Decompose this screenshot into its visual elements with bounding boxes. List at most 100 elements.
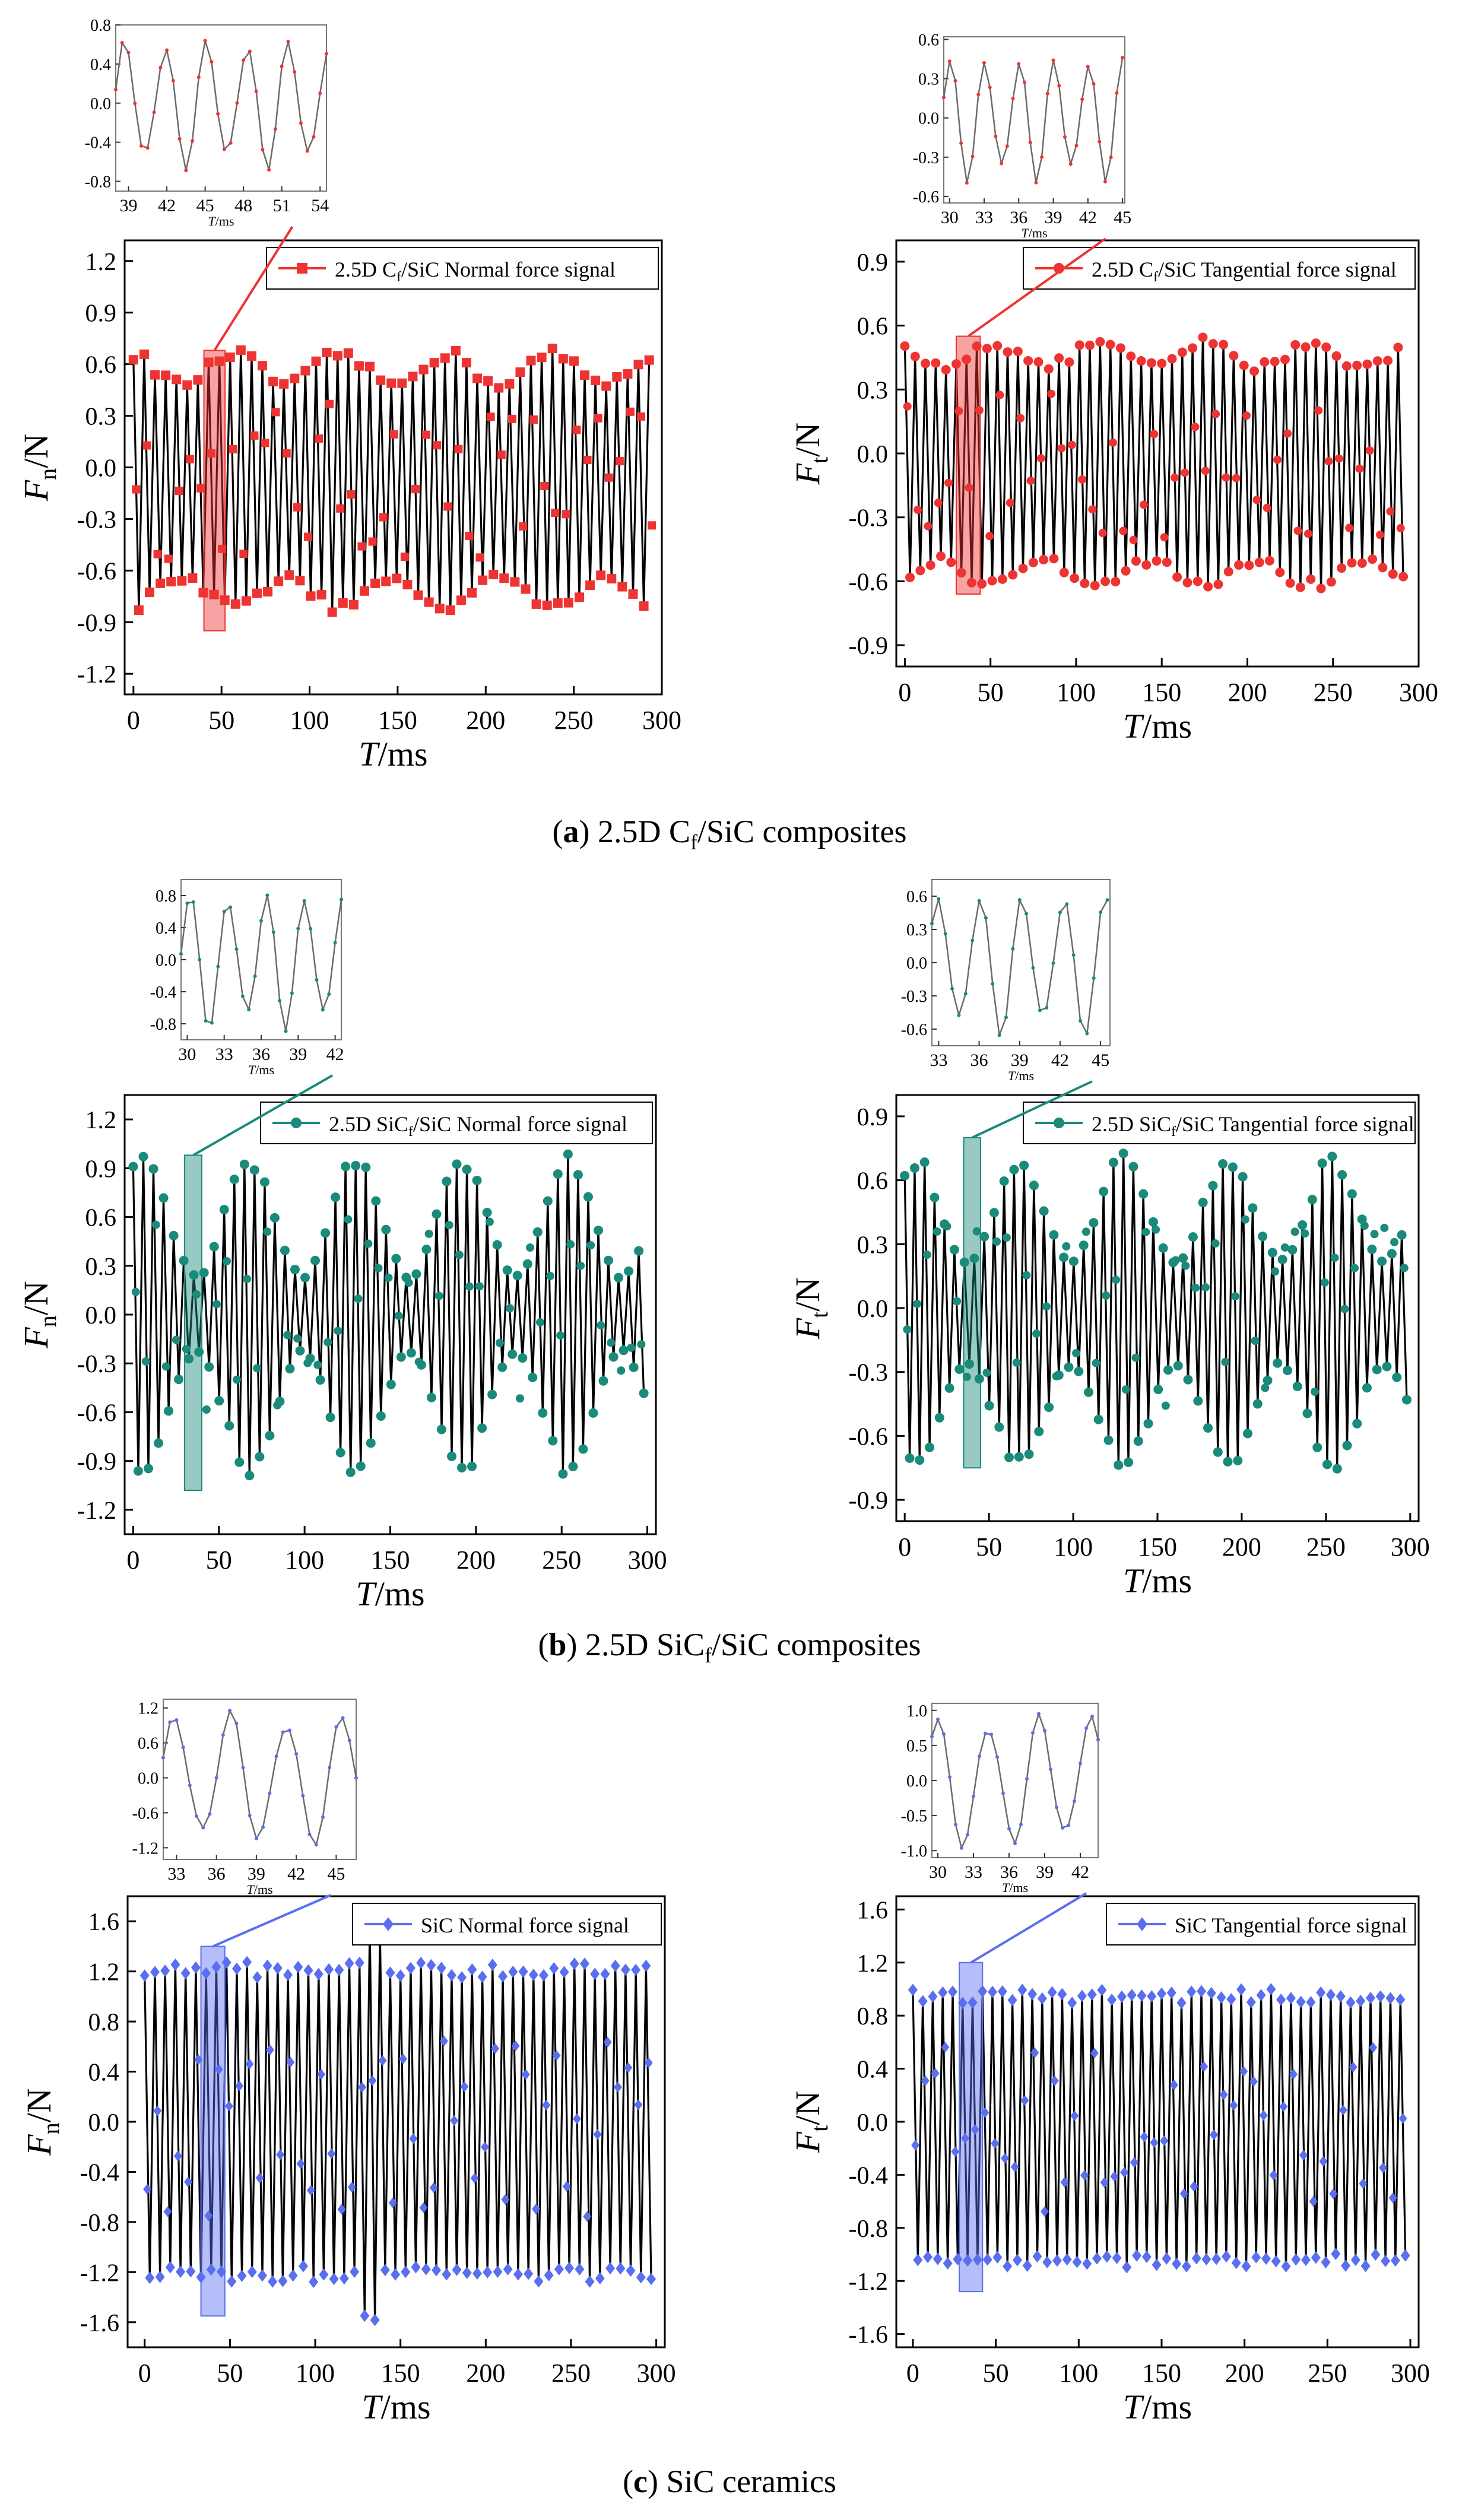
data-point [396, 1352, 406, 1362]
data-point [1368, 554, 1378, 564]
inset-x-tick-label: 39 [289, 1045, 307, 1064]
data-point [322, 347, 332, 357]
data-point [1017, 1983, 1027, 1997]
data-point [1107, 1994, 1117, 2006]
data-point [637, 412, 646, 421]
inset-data-point [1105, 898, 1109, 902]
x-tick-label: 50 [983, 2359, 1009, 2388]
data-point [366, 1438, 376, 1448]
inset-data-point [976, 93, 981, 97]
data-point [316, 590, 326, 600]
inset-y-tick-label: -0.4 [85, 134, 111, 153]
data-point [1267, 1248, 1277, 1258]
data-point [1057, 1988, 1067, 2001]
data-point [1203, 582, 1213, 592]
data-point [1261, 2252, 1271, 2265]
data-point [426, 1959, 436, 1972]
data-point [462, 1164, 472, 1175]
inset-data-point [1037, 1712, 1041, 1716]
data-point [1054, 353, 1064, 363]
data-point [1037, 1992, 1047, 2005]
y-tick-label: 0.0 [857, 2109, 889, 2137]
data-point [1111, 577, 1121, 587]
data-point [593, 2129, 602, 2140]
y-tick-label: 1.2 [857, 1950, 889, 1978]
inset-connector [212, 1894, 332, 1948]
data-point [429, 2182, 438, 2194]
inset-data-point [1058, 910, 1062, 915]
data-point [505, 1304, 514, 1313]
data-point [235, 2080, 244, 2091]
data-point [921, 358, 931, 369]
data-point [1301, 342, 1311, 352]
inset-data-point [959, 141, 963, 145]
data-point [432, 1209, 442, 1219]
data-point [934, 499, 943, 507]
data-point [421, 2262, 431, 2275]
inset-y-tick-label: 0.8 [90, 17, 111, 35]
x-tick-label: 0 [126, 1545, 139, 1575]
data-point [1370, 1230, 1379, 1239]
data-point [1000, 2153, 1009, 2164]
inset-data-point [229, 905, 233, 909]
data-point [1324, 457, 1333, 466]
data-point [1032, 1329, 1041, 1338]
inset-data-point [995, 1755, 999, 1759]
data-point [1201, 1283, 1210, 1292]
data-point [1390, 2254, 1400, 2267]
data-point [1081, 1227, 1090, 1236]
y-tick-label: 0.6 [857, 313, 889, 341]
data-point [268, 2275, 278, 2288]
x-tick-label: 0 [898, 1532, 911, 1561]
y-tick-label: 0.4 [88, 2059, 120, 2087]
data-point [478, 575, 488, 585]
data-point [310, 1255, 321, 1265]
x-tick-label: 50 [976, 1532, 1002, 1561]
data-point [1139, 500, 1148, 509]
y-axis-label: Ft/N [788, 2091, 833, 2154]
y-tick-label: -0.6 [77, 1399, 117, 1427]
data-point [265, 2044, 274, 2055]
inset-data-point [972, 1794, 975, 1798]
data-point [956, 567, 966, 577]
data-point [303, 532, 312, 541]
inset-data-point [977, 899, 981, 903]
y-tick-label: -0.9 [77, 1449, 117, 1476]
data-point [185, 455, 194, 464]
data-point [439, 2035, 448, 2047]
highlight-region [184, 1154, 202, 1491]
data-point [1032, 2250, 1042, 2263]
data-point [186, 2265, 196, 2278]
data-point [508, 1965, 518, 1978]
inset-data-point [294, 1752, 299, 1756]
data-point [543, 1196, 553, 1206]
data-point [153, 2105, 162, 2116]
data-point [909, 1163, 919, 1173]
inset-data-point [196, 75, 201, 80]
data-point [229, 445, 237, 453]
data-point [1223, 567, 1233, 577]
data-point [255, 2172, 264, 2183]
data-point [409, 2133, 418, 2144]
data-point [325, 1413, 335, 1423]
data-point [508, 414, 516, 423]
markers-c-tangential [908, 1983, 1410, 2274]
data-point [1221, 2250, 1231, 2263]
data-point [227, 2275, 237, 2288]
data-point [131, 1287, 140, 1296]
inset-data-point [1067, 1823, 1070, 1827]
data-point [455, 1251, 464, 1259]
inset-signal-line [943, 57, 1124, 183]
data-point [1383, 356, 1393, 366]
data-point [303, 1964, 313, 1977]
inset-data-point [333, 941, 337, 945]
data-point [1232, 474, 1241, 483]
data-point [1124, 1457, 1134, 1467]
chart-b-normal: 0 50 100 150 200 250 300 -1.2 -0.9 -0.6 -0.3 0.0 0.3… [17, 1094, 667, 1613]
data-point [962, 1372, 971, 1381]
inset-y-tick-label: 0.0 [156, 951, 176, 970]
data-point [513, 2268, 523, 2281]
data-point [913, 1299, 922, 1308]
data-point [959, 1257, 969, 1267]
data-point [1059, 567, 1069, 577]
